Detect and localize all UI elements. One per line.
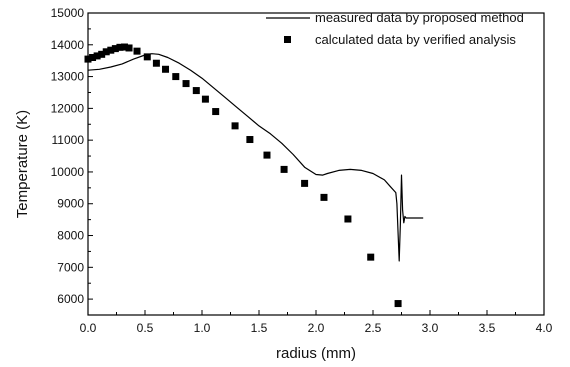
x-tick-label: 0.5 [137, 321, 154, 335]
series-layer [84, 43, 424, 308]
x-tick-label: 2.5 [365, 321, 382, 335]
y-tick-label: 7000 [57, 260, 84, 274]
calculated-point [301, 179, 309, 187]
x-tick-label: 2.0 [308, 321, 325, 335]
calculated-point [201, 95, 209, 103]
plot-frame [87, 12, 545, 316]
legend-square-swatch [284, 36, 291, 43]
calculated-point [111, 45, 119, 53]
calculated-point [120, 43, 128, 51]
calculated-point [280, 165, 288, 173]
calculated-point [263, 151, 271, 159]
calculated-point [231, 122, 239, 130]
calculated-point [162, 65, 170, 73]
y-tick-label: 8000 [57, 229, 84, 243]
calculated-point [116, 43, 124, 51]
y-tick-label: 13000 [51, 70, 85, 84]
x-tick-label: 3.0 [422, 321, 439, 335]
calculated-point [102, 48, 110, 56]
calculated-point [182, 80, 190, 88]
legend-label-measured: measured data by proposed method [315, 10, 524, 25]
calculated-point [320, 193, 328, 201]
y-axis-title: Temperature (K) [14, 110, 31, 218]
x-tick-label: 1.0 [194, 321, 211, 335]
x-tick-label: 0.0 [80, 321, 97, 335]
calculated-point [98, 50, 106, 58]
y-axis-ticks: 6000 7000 8000 9000 10000 11000 12000 13000 1400… [51, 6, 93, 306]
x-tick-label: 4.0 [536, 321, 553, 335]
x-axis-title: radius (mm) [276, 345, 356, 362]
calculated-point [93, 52, 101, 60]
calculated-point [367, 253, 375, 261]
calculated-point [84, 55, 92, 63]
calculated-point [133, 47, 141, 55]
x-tick-label: 3.5 [479, 321, 496, 335]
calculated-point [89, 54, 97, 62]
calculated-point [344, 215, 352, 223]
x-tick-label: 1.5 [251, 321, 268, 335]
calculated-point [125, 44, 133, 52]
x-axis-ticks: 0.0 0.5 1.0 1.5 2.0 2.5 3.0 3.5 4.0 [80, 310, 553, 335]
y-tick-label: 6000 [57, 292, 84, 306]
calculated-point [212, 108, 220, 116]
calculated-point [246, 136, 254, 144]
calculated-point [394, 300, 402, 308]
y-tick-label: 12000 [51, 101, 85, 115]
calculated-point [192, 87, 200, 95]
calculated-point [107, 46, 115, 54]
legend: measured data by proposed method calcula… [266, 10, 524, 47]
calculated-point [143, 53, 151, 61]
y-tick-label: 9000 [57, 197, 84, 211]
y-tick-label: 15000 [51, 6, 85, 20]
measured-line [87, 53, 424, 262]
y-tick-label: 11000 [52, 133, 85, 147]
calculated-point [172, 73, 180, 81]
legend-label-calculated: calculated data by verified analysis [315, 32, 516, 47]
calculated-point [152, 59, 160, 67]
y-tick-label: 14000 [51, 38, 85, 52]
y-tick-label: 10000 [51, 165, 85, 179]
